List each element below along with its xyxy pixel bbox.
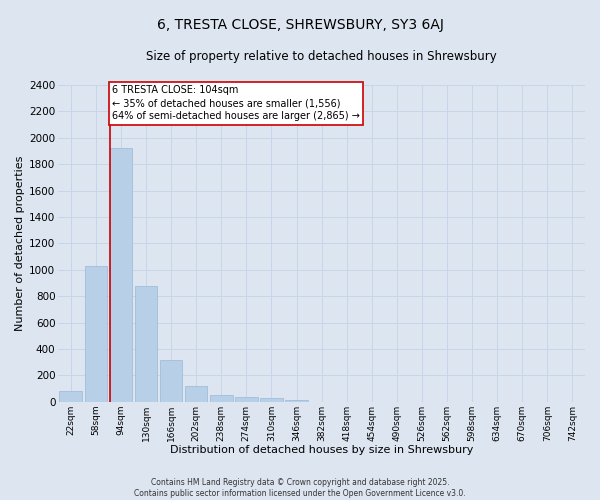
Bar <box>260 398 283 402</box>
Bar <box>285 400 308 402</box>
X-axis label: Distribution of detached houses by size in Shrewsbury: Distribution of detached houses by size … <box>170 445 473 455</box>
Bar <box>135 286 157 402</box>
Text: 6, TRESTA CLOSE, SHREWSBURY, SY3 6AJ: 6, TRESTA CLOSE, SHREWSBURY, SY3 6AJ <box>157 18 443 32</box>
Title: Size of property relative to detached houses in Shrewsbury: Size of property relative to detached ho… <box>146 50 497 63</box>
Bar <box>235 396 257 402</box>
Bar <box>160 360 182 402</box>
Text: Contains HM Land Registry data © Crown copyright and database right 2025.
Contai: Contains HM Land Registry data © Crown c… <box>134 478 466 498</box>
Bar <box>85 266 107 402</box>
Text: 6 TRESTA CLOSE: 104sqm
← 35% of detached houses are smaller (1,556)
64% of semi-: 6 TRESTA CLOSE: 104sqm ← 35% of detached… <box>112 85 360 122</box>
Bar <box>185 386 208 402</box>
Bar <box>59 391 82 402</box>
Bar <box>210 395 233 402</box>
Bar <box>110 148 132 402</box>
Y-axis label: Number of detached properties: Number of detached properties <box>15 156 25 331</box>
